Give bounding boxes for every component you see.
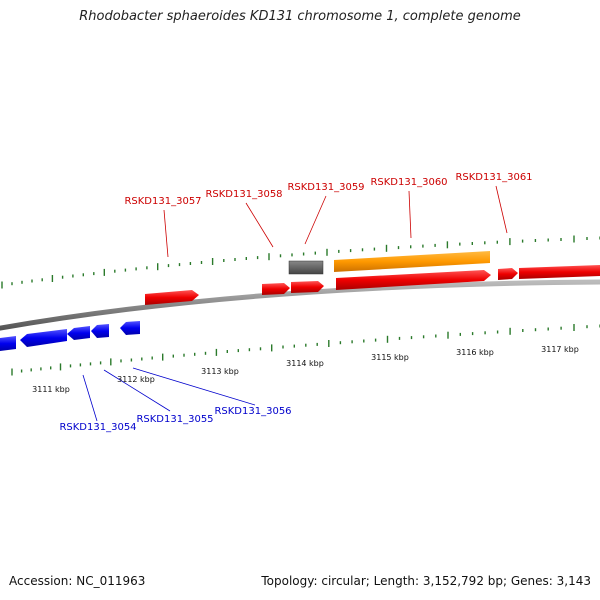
leader-3060 bbox=[408, 190, 412, 239]
leader-3056 bbox=[132, 367, 256, 406]
leader-3058 bbox=[245, 202, 274, 248]
kbp-label-3112: 3112 kbp bbox=[117, 375, 155, 384]
gene-blue-3053[interactable] bbox=[0, 336, 16, 351]
gene-red-3058a[interactable] bbox=[262, 283, 290, 295]
gene-blue-3056a[interactable] bbox=[91, 324, 109, 338]
topology-text: Topology: circular; Length: 3,152,792 bp… bbox=[261, 574, 591, 588]
leader-3061 bbox=[495, 185, 508, 234]
label-rskd131-3057[interactable]: RSKD131_3057 bbox=[124, 196, 201, 207]
map-title: Rhodobacter sphaeroides KD131 chromosome… bbox=[79, 9, 521, 24]
kbp-label-3111: 3111 kbp bbox=[32, 385, 70, 394]
gene-red-3058b[interactable] bbox=[291, 281, 324, 293]
gene-red-3057[interactable] bbox=[145, 290, 199, 305]
kbp-label-3113: 3113 kbp bbox=[201, 367, 239, 376]
label-rskd131-3056[interactable]: RSKD131_3056 bbox=[214, 406, 291, 417]
label-rskd131-3060[interactable]: RSKD131_3060 bbox=[370, 177, 447, 188]
gene-red-3061b[interactable] bbox=[519, 265, 600, 279]
gene-red-3061a[interactable] bbox=[498, 268, 518, 280]
reverse-tick-track bbox=[11, 324, 600, 376]
feature-gray-3059[interactable] bbox=[288, 260, 324, 275]
label-rskd131-3055[interactable]: RSKD131_3055 bbox=[136, 414, 213, 425]
leader-3057 bbox=[163, 209, 169, 258]
gene-blue-3055[interactable] bbox=[67, 326, 90, 340]
gene-blue-3054[interactable] bbox=[20, 329, 67, 347]
kbp-label-3116: 3116 kbp bbox=[456, 348, 494, 357]
label-rskd131-3061[interactable]: RSKD131_3061 bbox=[455, 172, 532, 183]
gene-orange-3060[interactable] bbox=[334, 251, 490, 272]
forward-tick-track bbox=[1, 235, 600, 289]
leader-3054 bbox=[82, 374, 98, 422]
label-rskd131-3054[interactable]: RSKD131_3054 bbox=[59, 422, 136, 433]
chromosome-backbone bbox=[0, 279, 600, 331]
kbp-label-3115: 3115 kbp bbox=[371, 353, 409, 362]
gene-blue-3056b[interactable] bbox=[120, 321, 140, 335]
label-rskd131-3059[interactable]: RSKD131_3059 bbox=[287, 182, 364, 193]
leader-3055 bbox=[103, 369, 171, 412]
gene-red-3060[interactable] bbox=[336, 270, 491, 290]
kbp-label-3117: 3117 kbp bbox=[541, 345, 579, 354]
accession-text: Accession: NC_011963 bbox=[9, 574, 146, 588]
leader-3059 bbox=[304, 195, 327, 245]
kbp-label-3114: 3114 kbp bbox=[286, 359, 324, 368]
label-rskd131-3058[interactable]: RSKD131_3058 bbox=[205, 189, 282, 200]
